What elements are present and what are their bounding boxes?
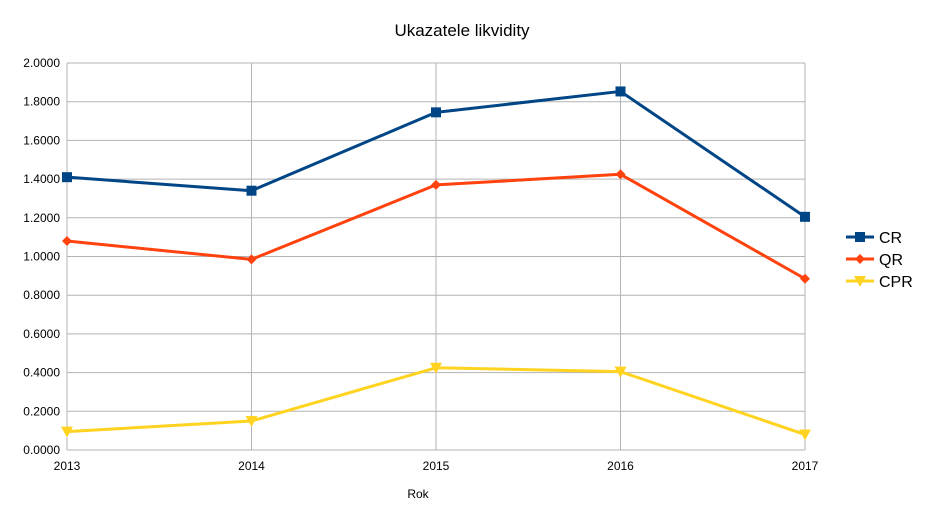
y-tick-label: 1.0000 xyxy=(23,250,60,264)
series-cr xyxy=(62,86,810,222)
data-point-cr xyxy=(800,211,810,222)
x-tick-label: 2013 xyxy=(54,459,81,473)
legend-label-cr: CR xyxy=(879,230,902,247)
data-point-cpr xyxy=(799,429,811,441)
y-tick-label: 0.4000 xyxy=(23,366,60,380)
y-axis-tick-labels: 0.0000 0.2000 0.4000 0.6000 0.8000 1.0000 1.20… xyxy=(23,56,60,457)
gridlines xyxy=(66,62,806,451)
series-qr xyxy=(62,169,810,284)
y-tick-label: 1.6000 xyxy=(23,133,60,147)
legend-label-qr: QR xyxy=(879,252,903,269)
series-cpr xyxy=(61,362,811,441)
data-point-cpr xyxy=(245,415,258,427)
data-point-qr xyxy=(800,273,810,284)
legend-label-cpr: CPR xyxy=(879,274,913,291)
data-point-qr xyxy=(246,254,257,265)
data-point-cr xyxy=(615,86,626,97)
legend: CR QR CPR xyxy=(846,230,913,291)
legend-item-cpr: CPR xyxy=(846,274,913,291)
y-tick-label: 2.0000 xyxy=(23,56,60,70)
x-tick-label: 2014 xyxy=(238,459,265,473)
y-tick-label: 1.4000 xyxy=(23,172,60,186)
data-point-qr xyxy=(615,169,626,180)
data-point-cpr xyxy=(430,362,442,374)
y-tick-label: 0.6000 xyxy=(23,327,60,341)
data-point-qr xyxy=(62,236,72,247)
legend-marker-qr xyxy=(855,254,865,264)
y-tick-label: 1.2000 xyxy=(23,211,60,225)
data-point-cpr xyxy=(614,366,627,378)
y-tick-label: 1.8000 xyxy=(23,95,60,109)
x-tick-label: 2017 xyxy=(792,459,819,473)
chart-title: Ukazatele likvidity xyxy=(394,21,530,40)
y-tick-label: 0.2000 xyxy=(23,404,60,418)
data-point-cpr xyxy=(61,426,73,438)
x-tick-label: 2015 xyxy=(423,459,450,473)
legend-item-cr: CR xyxy=(846,230,902,247)
x-axis-title: Rok xyxy=(407,487,429,501)
x-axis-tick-labels: 2013 2014 2015 2016 2017 xyxy=(54,459,819,473)
legend-marker-cpr xyxy=(854,276,866,287)
series-group xyxy=(61,86,811,441)
data-point-qr xyxy=(431,179,441,190)
y-tick-label: 0.0000 xyxy=(23,443,60,457)
data-point-cr xyxy=(246,185,257,196)
x-tick-label: 2016 xyxy=(607,459,634,473)
legend-item-qr: QR xyxy=(846,252,903,269)
legend-marker-cr xyxy=(855,232,865,242)
y-tick-label: 0.8000 xyxy=(23,288,60,302)
data-point-cr xyxy=(431,107,441,118)
data-point-cr xyxy=(62,172,72,183)
